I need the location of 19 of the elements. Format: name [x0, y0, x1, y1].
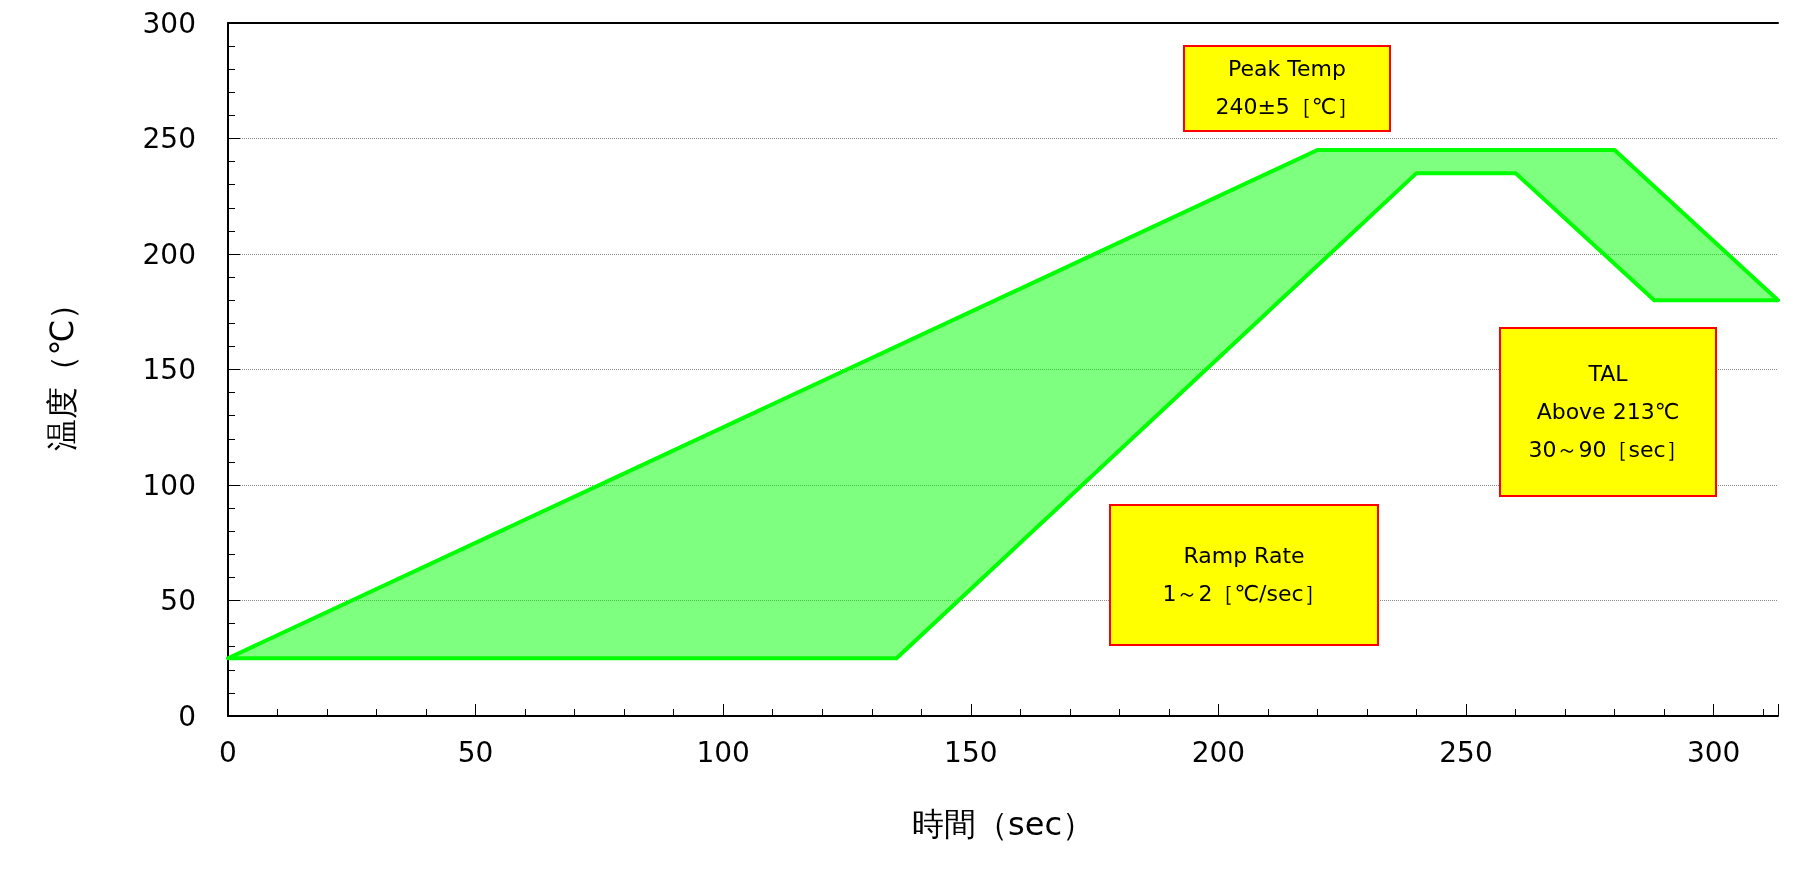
- x-tick-label: 250: [1439, 735, 1493, 769]
- x-axis-title: 時間（sec）: [912, 805, 1094, 843]
- y-tick-label: 50: [160, 584, 196, 617]
- y-tick-label: 100: [142, 468, 196, 502]
- y-tick-label: 150: [142, 353, 196, 386]
- y-tick-label: 300: [142, 6, 196, 40]
- note-box: TAL Above 213℃ 30～90［sec］: [1499, 327, 1717, 497]
- x-tick-label: 100: [696, 735, 750, 769]
- y-tick-label: 250: [142, 122, 196, 155]
- y-tick-label: 0: [178, 699, 196, 733]
- y-tick-label: 200: [142, 237, 196, 271]
- x-tick-label: 50: [457, 735, 494, 769]
- note-box: Ramp Rate 1～2［℃/sec］: [1109, 504, 1379, 646]
- x-tick-label: 150: [944, 735, 998, 769]
- x-tick-label: 200: [1191, 735, 1246, 769]
- x-tick-label: 0: [219, 735, 237, 769]
- x-tick-label: 300: [1686, 735, 1741, 769]
- note-box: Peak Temp 240±5［℃］: [1183, 44, 1391, 132]
- y-axis-title: 温度（℃）: [43, 287, 81, 452]
